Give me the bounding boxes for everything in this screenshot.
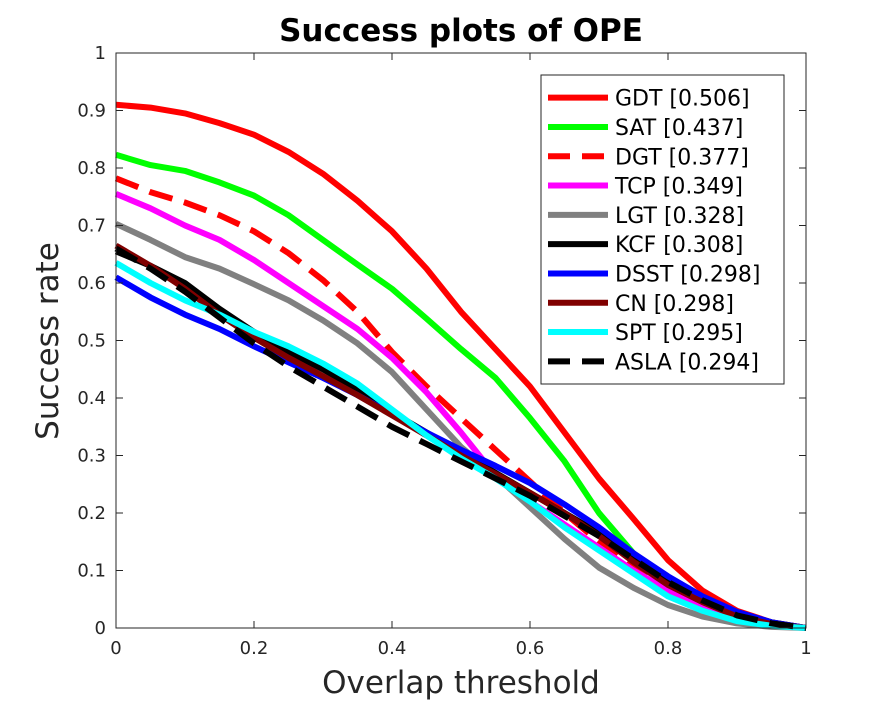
legend-label-gdt: GDT [0.506]: [615, 87, 750, 112]
x-tick-label: 1: [800, 638, 811, 659]
x-tick-label: 0.4: [378, 638, 407, 659]
axes-layer: 0 0.2 0.4 0.6 0.8 1 0 0.1 0.2 0.3 0.4 0.5 0.6 0.7 0.8 0…: [77, 43, 811, 659]
x-tick-label: 0: [110, 638, 121, 659]
legend-label-kcf: KCF [0.308]: [615, 233, 743, 258]
series-line-tcp: [114, 191, 807, 631]
legend-label-asla: ASLA [0.294]: [615, 350, 759, 375]
x-tick-label: 0.8: [654, 638, 683, 659]
y-tick-label: 0.7: [77, 216, 106, 237]
x-tick-label: 0.2: [240, 638, 269, 659]
y-axis-title: Success rate: [30, 242, 66, 440]
y-tick-label: 0.9: [77, 101, 106, 122]
series-line-dsst: [114, 274, 807, 631]
x-axis-title: Overlap threshold: [322, 665, 600, 701]
y-tick-label: 0.5: [77, 331, 106, 352]
series-line-asla: [114, 245, 807, 631]
series-layer: [114, 101, 807, 631]
y-tick-label: 0.6: [77, 273, 106, 294]
y-tick-label: 0.1: [77, 561, 106, 582]
legend: GDT [0.506] SAT [0.437] DGT [0.377] TCP [0.…: [540, 74, 785, 385]
legend-label-cn: CN [0.298]: [615, 292, 734, 317]
legend-label-dgt: DGT [0.377]: [615, 145, 749, 170]
legend-label-dsst: DSST [0.298]: [615, 262, 760, 287]
y-tick-label: 0.8: [77, 158, 106, 179]
chart-title: Success plots of OPE: [279, 13, 643, 49]
y-tick-label: 0.2: [77, 503, 106, 524]
legend-label-spt: SPT [0.295]: [615, 321, 743, 346]
y-tick-label: 0.4: [77, 388, 106, 409]
legend-label-tcp: TCP [0.349]: [614, 175, 743, 200]
y-tick-label: 1: [95, 43, 106, 64]
y-tick-label: 0: [95, 618, 106, 639]
y-tick-label: 0.3: [77, 446, 106, 467]
legend-label-sat: SAT [0.437]: [615, 116, 743, 141]
x-tick-label: 0.6: [516, 638, 545, 659]
series-line-gdt: [115, 101, 807, 631]
legend-label-lgt: LGT [0.328]: [615, 204, 744, 229]
